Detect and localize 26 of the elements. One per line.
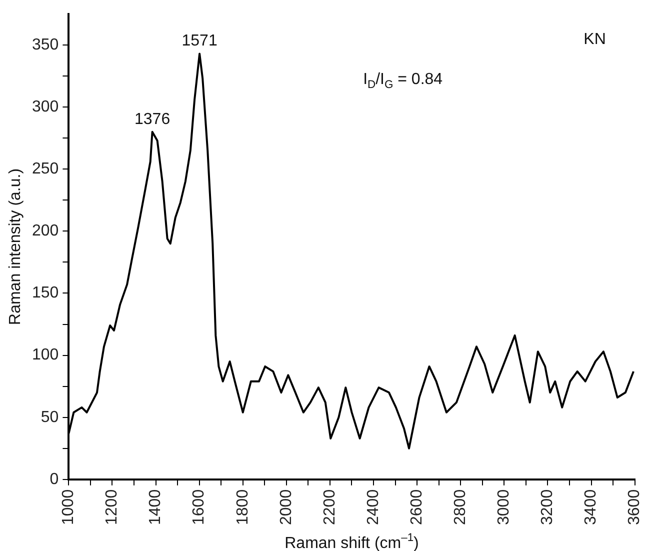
y-axis-title: Raman intensity (a.u.) bbox=[7, 168, 24, 325]
x-tick-label: 2400 bbox=[364, 489, 382, 525]
x-tick-label: 2800 bbox=[452, 489, 470, 525]
x-tick-label: 1400 bbox=[147, 489, 164, 525]
annotation: 1571 bbox=[182, 32, 218, 50]
x-tick-label: 2200 bbox=[321, 489, 338, 525]
x-tick-label: 3600 bbox=[626, 489, 644, 525]
y-tick-label: 50 bbox=[40, 408, 59, 426]
annotation: KN bbox=[584, 31, 606, 48]
x-tick-label: 1800 bbox=[234, 489, 252, 525]
y-tick-label: 150 bbox=[32, 284, 59, 302]
y-tick-label: 0 bbox=[50, 470, 59, 488]
y-tick-label: 100 bbox=[32, 346, 59, 364]
y-tick-label: 300 bbox=[32, 98, 59, 116]
annotation: 1376 bbox=[134, 110, 170, 128]
x-tick-label: 2600 bbox=[408, 489, 426, 525]
y-tick-label: 200 bbox=[32, 222, 59, 240]
x-tick-label: 1600 bbox=[190, 489, 208, 525]
x-tick-label: 3000 bbox=[496, 489, 513, 525]
x-tick-label: 3400 bbox=[582, 489, 600, 525]
x-tick-label: 2000 bbox=[278, 489, 295, 525]
x-tick-label: 1000 bbox=[60, 489, 78, 525]
x-tick-label: 1200 bbox=[104, 489, 121, 525]
y-tick-label: 350 bbox=[32, 36, 59, 54]
x-tick-label: 3200 bbox=[539, 489, 556, 525]
y-tick-label: 250 bbox=[32, 160, 59, 178]
